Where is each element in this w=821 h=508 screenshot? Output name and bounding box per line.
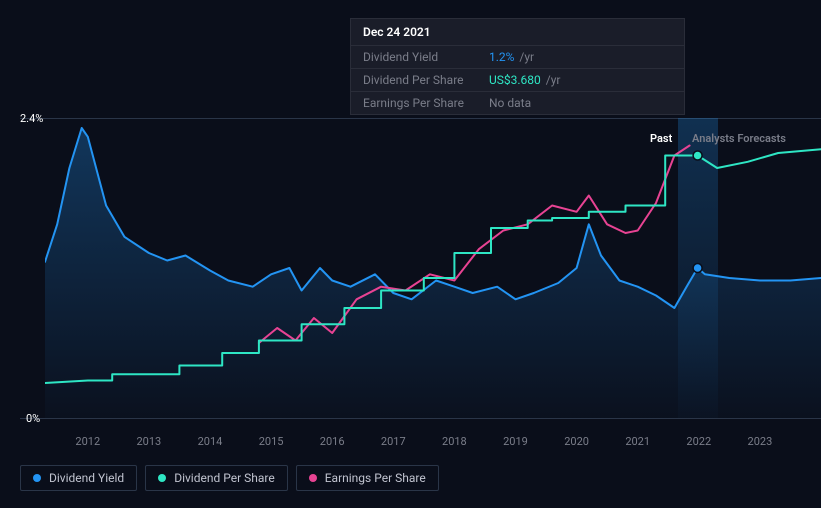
chart-tooltip: Dec 24 2021 Dividend Yield1.2% /yrDivide…	[350, 18, 685, 115]
legend-earnings-per-share[interactable]: Earnings Per Share	[296, 465, 439, 491]
x-axis-tick-label: 2021	[625, 435, 650, 448]
tooltip-date: Dec 24 2021	[351, 19, 684, 46]
y-axis-max-label: 2.4%	[20, 112, 43, 125]
tooltip-row-label: Dividend Yield	[363, 50, 473, 64]
legend-dividend-per-share[interactable]: Dividend Per Share	[145, 465, 288, 491]
x-axis-tick-label: 2020	[564, 435, 589, 448]
x-axis-tick-label: 2018	[442, 435, 467, 448]
series-marker-dividend-per-share	[693, 151, 702, 160]
x-axis-tick-label: 2015	[259, 435, 284, 448]
chart-bottom-border	[20, 418, 821, 419]
legend-dividend-yield[interactable]: Dividend Yield	[20, 465, 137, 491]
tooltip-row: Dividend Yield 1.2% /yr	[351, 46, 684, 69]
legend-dot-icon	[158, 474, 166, 482]
dividend-chart[interactable]: 2.4% 0% Past Analysts Forecasts 20122013…	[0, 100, 821, 460]
tooltip-row: Dividend Per Share US$3.680 /yr	[351, 69, 684, 92]
x-axis-tick-label: 2023	[748, 435, 773, 448]
legend-dot-icon	[309, 474, 317, 482]
x-axis-tick-label: 2016	[320, 435, 345, 448]
chart-plot-area	[45, 118, 821, 418]
x-axis-tick-label: 2012	[75, 435, 100, 448]
x-axis-tick-label: 2022	[686, 435, 711, 448]
tooltip-row: Earnings Per Share No data	[351, 92, 684, 114]
tooltip-row-label: Dividend Per Share	[363, 73, 473, 87]
legend-label: Dividend Yield	[49, 471, 124, 485]
series-marker-dividend-yield	[693, 264, 702, 273]
tooltip-row-label: Earnings Per Share	[363, 96, 473, 110]
legend-label: Earnings Per Share	[325, 471, 426, 485]
tooltip-row-value: US$3.680 /yr	[489, 73, 560, 87]
legend-label: Dividend Per Share	[174, 471, 275, 485]
tooltip-row-value: 1.2% /yr	[489, 50, 534, 64]
y-axis-min-label: 0%	[26, 412, 40, 425]
x-axis-tick-label: 2017	[381, 435, 406, 448]
x-axis-tick-label: 2019	[503, 435, 528, 448]
x-axis-tick-label: 2014	[198, 435, 223, 448]
tooltip-row-value: No data	[489, 96, 531, 110]
legend-dot-icon	[33, 474, 41, 482]
x-axis-tick-label: 2013	[136, 435, 161, 448]
chart-legend: Dividend Yield Dividend Per Share Earnings…	[20, 465, 439, 491]
